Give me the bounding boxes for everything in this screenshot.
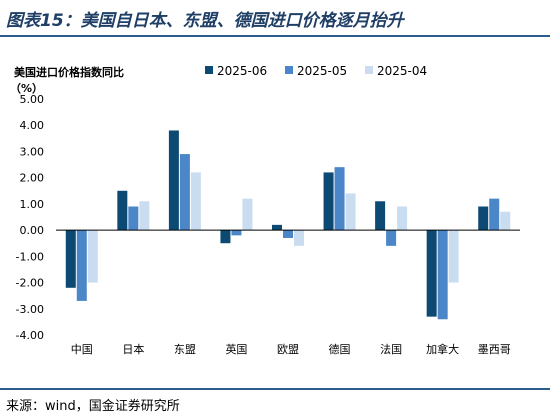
bar-2025-06 (65, 230, 76, 288)
bar-2025-04 (345, 193, 356, 231)
x-tick-label: 欧盟 (277, 343, 299, 356)
x-tick-label: 英国 (225, 342, 247, 356)
source-note: 来源：wind，国金证券研究所 (6, 399, 180, 414)
y-axis-title: 美国进口价格指数同比 (14, 65, 124, 79)
y-tick-label: -1.00 (16, 250, 44, 263)
legend-label: 2025-05 (297, 64, 347, 78)
bar-2025-06 (220, 230, 231, 244)
bar-2025-04 (242, 198, 253, 231)
legend-label: 2025-04 (377, 64, 427, 78)
y-tick-label: 4.00 (20, 119, 45, 132)
bar-chart: 美国进口价格指数同比 （%） 2025-06 2025-05 2025-04 5.0… (10, 64, 520, 356)
bar-2025-05 (128, 206, 139, 231)
bars (65, 130, 511, 320)
legend-swatch (365, 66, 373, 74)
x-tick-label: 东盟 (174, 343, 196, 356)
title-rule (0, 35, 550, 37)
bar-2025-06 (426, 230, 437, 317)
bar-2025-05 (489, 198, 500, 231)
x-tick-label: 加拿大 (426, 342, 459, 356)
legend: 2025-06 2025-05 2025-04 (205, 64, 427, 78)
y-tick-label: 0.00 (20, 224, 45, 237)
x-tick-label: 日本 (122, 342, 144, 356)
bar-2025-06 (478, 206, 489, 231)
x-tick-label: 中国 (71, 343, 93, 356)
y-tick-label: -3.00 (16, 303, 44, 316)
bar-2025-06 (117, 190, 128, 231)
bar-2025-05 (283, 230, 293, 238)
legend-swatch (285, 66, 293, 74)
y-tick-label: -4.00 (16, 329, 44, 342)
x-tick-label: 墨西哥 (478, 343, 511, 356)
bar-2025-04 (87, 230, 98, 283)
bar-2025-06 (323, 172, 334, 231)
bar-2025-04 (139, 201, 150, 231)
bar-2025-05 (437, 230, 448, 320)
y-axis-ticks: 5.00 4.00 3.00 2.00 1.00 0.00 -1.00 -2.00 -3.00 -… (16, 93, 44, 342)
bar-2025-04 (500, 211, 511, 231)
x-tick-label: 德国 (329, 342, 351, 356)
bar-2025-05 (386, 230, 397, 246)
bar-2025-04 (448, 230, 459, 283)
y-tick-label: 1.00 (20, 198, 45, 211)
y-axis-unit: （%） (10, 82, 43, 95)
bar-2025-06 (375, 201, 386, 231)
bar-2025-06 (168, 130, 179, 231)
x-axis-labels: 中国 日本 东盟 英国 欧盟 德国 法国 加拿大 墨西哥 (71, 342, 511, 356)
bar-2025-05 (76, 230, 87, 301)
y-tick-label: 2.00 (20, 172, 45, 185)
bar-2025-05 (334, 167, 345, 231)
bar-2025-05 (231, 230, 242, 236)
bar-2025-04 (397, 206, 408, 231)
bar-2025-04 (190, 172, 201, 231)
bar-2025-04 (294, 230, 304, 246)
x-tick-label: 法国 (380, 342, 402, 356)
legend-swatch (205, 66, 213, 74)
y-tick-label: 5.00 (20, 93, 45, 106)
y-tick-label: 3.00 (20, 145, 45, 158)
bar-2025-05 (179, 154, 190, 231)
bar-2025-06 (272, 224, 282, 231)
y-tick-label: -2.00 (16, 277, 44, 290)
figure-title: 图表15：美国自日本、东盟、德国进口价格逐月抬升 (6, 11, 404, 31)
legend-label: 2025-06 (217, 64, 267, 78)
bottom-rule (0, 388, 550, 390)
